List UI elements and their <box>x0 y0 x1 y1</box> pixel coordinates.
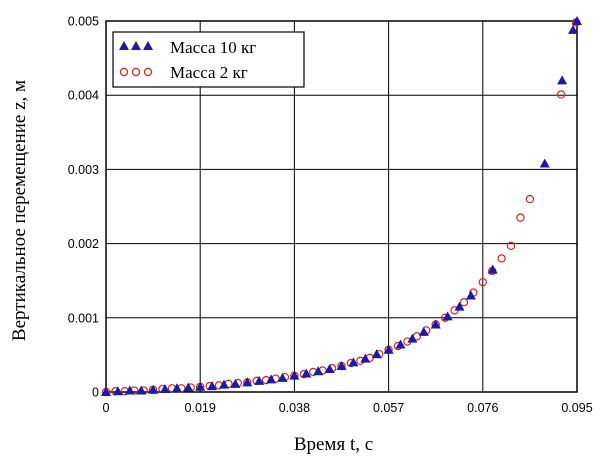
data-point-series-1 <box>478 277 487 287</box>
data-point-series-0 <box>418 326 429 336</box>
x-tick-label: 0.038 <box>279 401 310 415</box>
x-axis-ticks: 0 0.019 0.038 0.057 0.076 0.095 <box>103 401 593 415</box>
data-point-series-0 <box>407 333 418 343</box>
data-point-series-0 <box>487 264 498 274</box>
data-point-series-0 <box>266 374 277 384</box>
x-tick-label: 0.019 <box>185 401 216 415</box>
data-point-series-0 <box>183 382 194 392</box>
series-layer <box>101 16 582 397</box>
data-point-series-1 <box>459 298 469 307</box>
data-point-series-0 <box>136 385 147 395</box>
legend-marker-series-1 <box>119 67 129 77</box>
legend-box <box>112 31 305 88</box>
legend-marker-series-0 <box>143 41 153 50</box>
data-point-series-0 <box>313 366 324 376</box>
y-tick-label: 0.004 <box>68 89 99 103</box>
data-point-series-0 <box>539 158 550 168</box>
data-point-series-0 <box>395 339 406 349</box>
data-point-series-0 <box>336 361 347 371</box>
data-point-series-0 <box>324 363 335 373</box>
y-tick-label: 0.002 <box>68 237 99 251</box>
data-point-series-0 <box>230 378 241 388</box>
data-point-series-0 <box>207 381 218 391</box>
legend-marker-series-1 <box>131 67 141 77</box>
data-point-series-0 <box>371 349 382 359</box>
data-point-series-0 <box>465 290 476 300</box>
data-point-series-0 <box>572 16 582 25</box>
data-point-series-0 <box>218 379 229 389</box>
y-tick-label: 0 <box>92 386 99 400</box>
data-point-series-0 <box>568 24 579 34</box>
legend-marker-series-0 <box>119 41 129 50</box>
x-tick-label: 0.076 <box>467 401 498 415</box>
legend-label-series-0: Масса 10 кг <box>170 38 256 57</box>
x-tick-label: 0.057 <box>373 401 404 415</box>
legend-label-series-1: Масса 2 кг <box>170 63 248 82</box>
data-point-series-0 <box>348 357 359 367</box>
legend-symbol-series-0 <box>119 41 153 50</box>
data-point-series-0 <box>383 344 394 354</box>
y-axis-title: Вертикальное перемещение z, м <box>9 80 30 341</box>
data-point-series-0 <box>124 385 135 395</box>
data-point-series-0 <box>101 387 111 396</box>
plot-frame <box>105 20 578 393</box>
legend-marker-series-0 <box>131 41 141 50</box>
legend: Масса 10 кг Масса 2 кг <box>112 31 305 88</box>
data-point-series-0 <box>430 319 441 329</box>
legend-marker-series-1 <box>143 67 153 77</box>
y-tick-label: 0.003 <box>68 163 99 177</box>
data-point-series-0 <box>159 384 170 394</box>
data-point-series-1 <box>497 254 506 263</box>
data-point-series-0 <box>242 377 253 387</box>
data-point-series-0 <box>277 372 288 382</box>
data-point-series-1 <box>516 213 525 222</box>
series-0 <box>101 16 582 396</box>
data-point-series-1 <box>556 90 566 99</box>
data-point-series-0 <box>148 384 159 394</box>
x-tick-label: 0.095 <box>561 401 592 415</box>
y-tick-label: 0.005 <box>68 15 99 29</box>
data-point-series-0 <box>289 370 300 380</box>
data-point-series-0 <box>112 386 123 396</box>
data-point-series-0 <box>254 375 265 385</box>
data-point-series-0 <box>171 383 182 393</box>
x-tick-label: 0 <box>103 401 110 415</box>
y-axis-ticks: 0 0.001 0.002 0.003 0.004 0.005 <box>68 15 99 400</box>
legend-symbol-series-1 <box>119 67 153 77</box>
data-point-series-1 <box>525 194 535 204</box>
data-point-series-0 <box>195 381 206 391</box>
data-point-series-1 <box>506 241 516 251</box>
data-point-series-0 <box>301 368 312 378</box>
data-point-series-0 <box>442 311 453 321</box>
data-point-series-0 <box>454 301 465 311</box>
y-tick-label: 0.001 <box>68 311 99 325</box>
data-point-series-0 <box>557 75 568 85</box>
x-axis-title: Время t, с <box>294 434 373 455</box>
data-point-series-0 <box>360 353 371 363</box>
